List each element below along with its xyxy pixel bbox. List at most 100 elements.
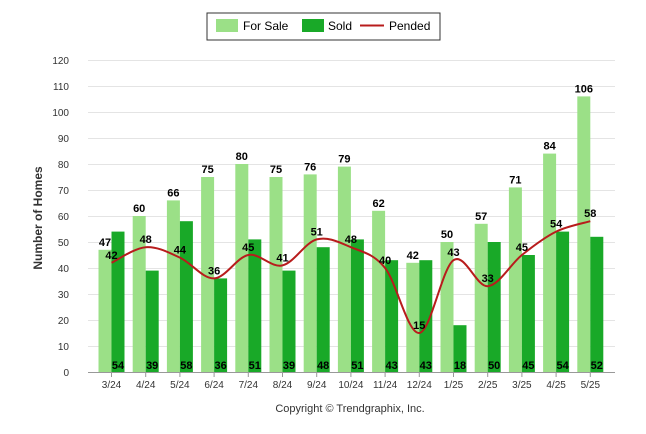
data-label-sold: 43 bbox=[385, 360, 397, 372]
bar-sold bbox=[145, 270, 159, 372]
y-axis-ticks: 0 10 20 30 40 50 60 70 80 90 100 110 120 bbox=[52, 56, 69, 379]
data-label-pended: 41 bbox=[276, 252, 288, 264]
y-tick-label: 110 bbox=[53, 82, 69, 93]
bar-sold bbox=[316, 247, 330, 372]
data-label-for-sale: 106 bbox=[575, 83, 593, 95]
data-label-sold: 48 bbox=[317, 360, 329, 372]
x-tick-label: 5/24 bbox=[170, 380, 190, 391]
bar-for-sale bbox=[577, 96, 591, 373]
data-label-for-sale: 80 bbox=[236, 151, 248, 163]
bar-for-sale bbox=[132, 216, 146, 372]
x-tick-label: 1/25 bbox=[444, 380, 464, 391]
bar-sold bbox=[590, 236, 604, 372]
bar-for-sale bbox=[303, 174, 317, 372]
bars bbox=[98, 96, 604, 373]
data-label-pended: 48 bbox=[345, 234, 357, 246]
y-tick-label: 20 bbox=[58, 316, 70, 327]
y-tick-label: 40 bbox=[58, 264, 70, 275]
data-label-sold: 50 bbox=[488, 360, 500, 372]
data-label-for-sale: 76 bbox=[304, 161, 316, 173]
data-label-for-sale: 79 bbox=[338, 154, 350, 166]
data-label-for-sale: 42 bbox=[407, 250, 419, 262]
y-tick-label: 100 bbox=[52, 108, 69, 119]
x-tick-label: 4/25 bbox=[546, 380, 566, 391]
x-tick-label: 2/25 bbox=[478, 380, 498, 391]
y-tick-label: 120 bbox=[52, 56, 69, 67]
bar-sold bbox=[248, 239, 262, 372]
pended-line bbox=[111, 220, 591, 334]
bar-sold bbox=[487, 242, 501, 372]
data-label-sold: 43 bbox=[420, 360, 432, 372]
data-label-sold: 51 bbox=[249, 360, 261, 372]
y-tick-label: 30 bbox=[58, 290, 70, 301]
x-tick-label: 9/24 bbox=[307, 380, 327, 391]
x-tick-label: 11/24 bbox=[373, 380, 398, 391]
data-label-for-sale: 62 bbox=[372, 198, 384, 210]
data-label-pended: 42 bbox=[105, 250, 117, 262]
bar-for-sale bbox=[372, 210, 386, 372]
data-label-pended: 48 bbox=[140, 234, 152, 246]
bar-sold bbox=[214, 278, 228, 372]
bar-sold bbox=[282, 270, 296, 372]
bar-for-sale bbox=[474, 223, 488, 372]
data-label-for-sale: 71 bbox=[509, 174, 521, 186]
data-label-sold: 54 bbox=[112, 360, 125, 372]
bar-for-sale bbox=[269, 177, 283, 372]
y-axis-title: Number of Homes bbox=[31, 166, 45, 270]
legend: For Sale Sold Pended bbox=[206, 12, 441, 41]
bar-sold bbox=[453, 325, 467, 372]
x-tick-label: 3/25 bbox=[512, 380, 532, 391]
y-tick-label: 10 bbox=[58, 342, 70, 353]
bar-for-sale bbox=[235, 164, 249, 372]
bar-sold bbox=[385, 260, 399, 372]
data-label-for-sale: 66 bbox=[167, 187, 179, 199]
x-tick-label: 6/24 bbox=[204, 380, 224, 391]
bar-sold bbox=[556, 231, 570, 372]
data-label-for-sale: 84 bbox=[543, 141, 556, 153]
data-label-pended: 43 bbox=[447, 247, 459, 259]
x-tick-label: 7/24 bbox=[239, 380, 259, 391]
data-label-sold: 36 bbox=[214, 360, 226, 372]
data-label-pended: 36 bbox=[208, 265, 220, 277]
y-tick-label: 80 bbox=[58, 160, 70, 171]
data-label-sold: 52 bbox=[591, 360, 603, 372]
x-tick-label: 10/24 bbox=[338, 380, 363, 391]
data-label-sold: 39 bbox=[146, 360, 158, 372]
x-tick-label: 8/24 bbox=[273, 380, 293, 391]
data-label-sold: 18 bbox=[454, 360, 466, 372]
data-label-for-sale: 50 bbox=[441, 229, 453, 241]
x-tick-label: 5/25 bbox=[581, 380, 601, 391]
legend-label-for-sale: For Sale bbox=[243, 19, 289, 33]
bar-for-sale bbox=[543, 153, 557, 372]
copyright-footer: Copyright © Trendgraphix, Inc. bbox=[275, 403, 424, 415]
data-label-pended: 33 bbox=[482, 273, 494, 285]
bar-for-sale bbox=[166, 200, 180, 372]
bar-sold bbox=[521, 255, 535, 372]
y-tick-label: 0 bbox=[63, 368, 69, 379]
data-label-pended: 58 bbox=[584, 208, 596, 220]
data-label-sold: 51 bbox=[351, 360, 363, 372]
data-label-for-sale: 75 bbox=[201, 164, 213, 176]
bar-sold bbox=[419, 260, 433, 372]
data-label-for-sale: 60 bbox=[133, 203, 145, 215]
x-tick-label: 12/24 bbox=[407, 380, 432, 391]
legend-label-pended: Pended bbox=[389, 19, 430, 33]
bar-for-sale bbox=[201, 177, 215, 372]
bar-sold bbox=[350, 239, 364, 372]
pended-line-layer bbox=[111, 220, 591, 334]
y-tick-label: 70 bbox=[58, 186, 70, 197]
bar-for-sale bbox=[508, 187, 522, 372]
data-label-sold: 39 bbox=[283, 360, 295, 372]
x-tick-label: 4/24 bbox=[136, 380, 156, 391]
y-tick-label: 50 bbox=[58, 238, 70, 249]
bar-sold bbox=[111, 231, 125, 372]
data-label-pended: 51 bbox=[311, 226, 323, 238]
data-label-pended: 54 bbox=[550, 219, 563, 231]
x-axis-ticks: 3/24 4/24 5/24 6/24 7/24 8/24 9/24 10/24 11/24 12… bbox=[102, 372, 601, 391]
data-label-pended: 45 bbox=[242, 242, 254, 254]
data-label-for-sale: 47 bbox=[99, 237, 111, 249]
y-tick-label: 90 bbox=[58, 134, 70, 145]
bar-for-sale bbox=[406, 262, 420, 372]
bar-for-sale bbox=[98, 249, 112, 372]
